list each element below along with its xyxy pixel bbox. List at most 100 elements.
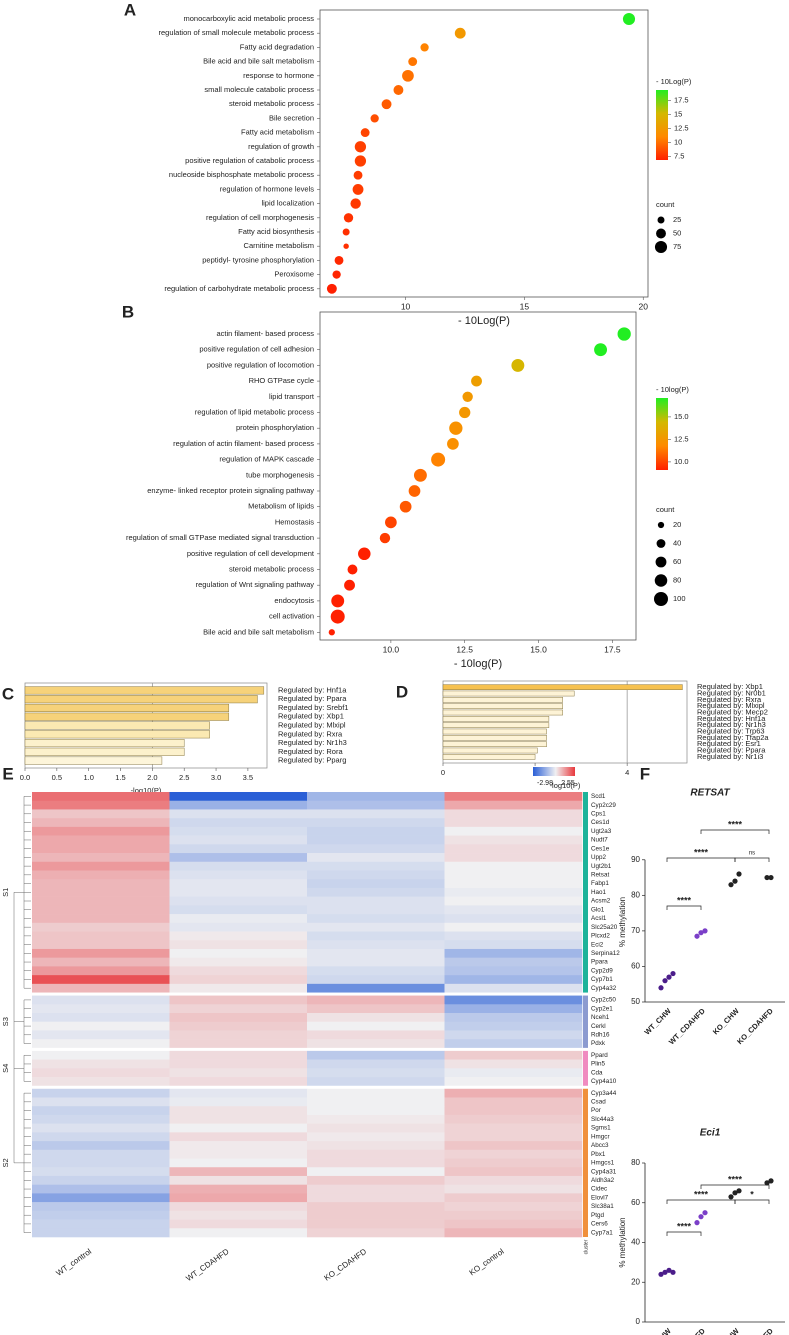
heat-cell bbox=[307, 1088, 445, 1098]
gene-label: Cyp2c50 bbox=[591, 997, 616, 1004]
dot bbox=[331, 594, 345, 608]
term-label: Fatty acid biosynthesis bbox=[238, 227, 314, 236]
dot bbox=[358, 547, 371, 561]
term-label: steroid metabolic process bbox=[229, 99, 314, 108]
heat-cell bbox=[307, 1030, 445, 1040]
heat-cell bbox=[444, 1175, 583, 1185]
heat-cell bbox=[32, 940, 170, 950]
bar-label: Regulated by: Mecp2 bbox=[697, 707, 768, 716]
term-label: Fatty acid metabolism bbox=[241, 128, 314, 137]
colorbar-label: 10 bbox=[674, 138, 682, 147]
gene-label: Cyp7a1 bbox=[591, 1229, 613, 1236]
colorbar-label: 7.5 bbox=[674, 152, 684, 161]
dot bbox=[622, 12, 636, 26]
panel-letter: D bbox=[396, 682, 408, 701]
heat-cell bbox=[307, 1219, 445, 1229]
heat-cell bbox=[307, 1021, 445, 1031]
data-point bbox=[764, 1180, 770, 1186]
heat-cell bbox=[444, 922, 583, 932]
heat-cell bbox=[32, 905, 170, 915]
y-tick-label: 60 bbox=[631, 962, 640, 971]
heat-cell bbox=[169, 1175, 308, 1185]
heat-cell bbox=[32, 844, 170, 854]
x-tick-label: 17.5 bbox=[604, 644, 621, 654]
plot-title: RETSAT bbox=[690, 788, 730, 799]
y-tick-label: 60 bbox=[631, 1198, 640, 1207]
term-label: Bile acid and bile salt metabolism bbox=[203, 57, 314, 66]
panel-letter: B bbox=[122, 302, 134, 321]
gene-label: Retsat bbox=[591, 872, 609, 879]
x-tick-label: WT_CHW bbox=[643, 1006, 674, 1037]
x-tick-label: KO_CHW bbox=[711, 1006, 742, 1037]
bar-label: Regulated by: Rxra bbox=[278, 729, 343, 738]
x-tick-label: 20 bbox=[639, 301, 649, 311]
gene-label: Elovl7 bbox=[591, 1194, 609, 1201]
cluster-label: S3 bbox=[1, 1017, 10, 1026]
dot bbox=[370, 114, 379, 123]
x-tick-label: 1.0 bbox=[83, 773, 93, 782]
heat-cell bbox=[169, 800, 308, 810]
gene-label: Cyp2e1 bbox=[591, 1005, 613, 1012]
bar bbox=[24, 739, 185, 748]
significance-label: **** bbox=[694, 847, 709, 857]
significance-bracket bbox=[734, 857, 770, 862]
heat-cell bbox=[169, 1219, 308, 1229]
heat-cell bbox=[32, 896, 170, 906]
significance-bracket bbox=[666, 905, 702, 910]
heat-cell bbox=[307, 905, 445, 915]
y-tick-label: 90 bbox=[631, 855, 640, 864]
y-tick-label: 0 bbox=[636, 1317, 641, 1326]
size-legend-label: 20 bbox=[673, 520, 681, 529]
heat-cell bbox=[32, 1184, 170, 1194]
gene-label: Cidec bbox=[591, 1186, 607, 1193]
bar-label: Regulated by: Trp63 bbox=[697, 726, 765, 735]
gene-label: Acsl1 bbox=[591, 915, 607, 922]
heat-cell bbox=[169, 1013, 308, 1023]
term-label: steroid metabolic process bbox=[229, 564, 314, 573]
significance-label: **** bbox=[677, 1221, 692, 1231]
dot bbox=[459, 406, 471, 419]
gene-label: Rdh16 bbox=[591, 1031, 610, 1038]
heat-cell bbox=[32, 995, 170, 1005]
data-point bbox=[666, 1267, 672, 1273]
x-tick-label: 12.5 bbox=[456, 644, 473, 654]
dot bbox=[393, 85, 404, 95]
heat-cell bbox=[169, 983, 308, 993]
heat-cell bbox=[32, 1097, 170, 1107]
heat-cell bbox=[307, 1175, 445, 1185]
heat-cell bbox=[444, 983, 583, 993]
heat-cell bbox=[444, 1149, 583, 1159]
data-point bbox=[694, 1220, 700, 1226]
heat-cell bbox=[444, 966, 583, 976]
gene-label: Ces1e bbox=[591, 845, 610, 852]
heat-cell bbox=[32, 1021, 170, 1031]
data-point bbox=[768, 1178, 774, 1184]
heat-cell bbox=[169, 870, 308, 880]
term-label: regulation of growth bbox=[248, 142, 314, 151]
dot bbox=[617, 327, 631, 341]
gene-label: Slc44a3 bbox=[591, 1116, 614, 1123]
heat-cell bbox=[32, 1193, 170, 1203]
gene-label: Pbx1 bbox=[591, 1151, 606, 1158]
term-label: regulation of lipid metabolic process bbox=[195, 407, 314, 416]
heat-cell bbox=[307, 1202, 445, 1212]
gene-label: Slc38a1 bbox=[591, 1203, 614, 1210]
colorbar-label: 2.55 bbox=[561, 780, 575, 787]
term-label: positive regulation of locomotion bbox=[207, 360, 314, 369]
heat-cell bbox=[444, 1167, 583, 1177]
cluster-label: S2 bbox=[1, 1158, 10, 1167]
bar bbox=[24, 730, 210, 739]
gene-label: Acsm2 bbox=[591, 898, 611, 905]
heat-cell bbox=[307, 1158, 445, 1168]
dot bbox=[399, 500, 412, 513]
dot bbox=[344, 579, 355, 591]
heat-cell bbox=[307, 1004, 445, 1014]
significance-bracket bbox=[700, 829, 770, 834]
cluster-bar bbox=[583, 1050, 588, 1086]
heat-cell bbox=[444, 957, 583, 967]
size-legend-dot bbox=[655, 556, 667, 568]
gene-label: Ptgd bbox=[591, 1212, 604, 1219]
panel-letter: E bbox=[2, 764, 13, 783]
heat-cell bbox=[169, 861, 308, 871]
column-label: WT_control bbox=[54, 1247, 93, 1278]
